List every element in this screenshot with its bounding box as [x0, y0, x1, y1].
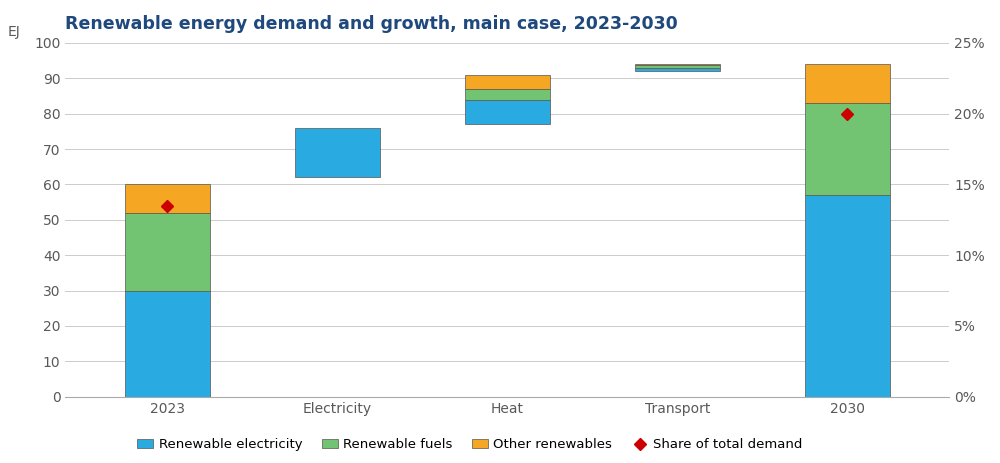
Bar	[805, 103, 890, 195]
Bar	[805, 195, 890, 397]
Text: Renewable energy demand and growth, main case, 2023-2030: Renewable energy demand and growth, main…	[65, 15, 678, 33]
Bar	[805, 64, 890, 103]
Bar	[125, 184, 210, 213]
Bar	[295, 128, 380, 177]
Bar	[465, 75, 550, 89]
Bar	[465, 100, 550, 124]
Bar	[125, 213, 210, 291]
Bar	[635, 68, 720, 71]
Bar	[465, 89, 550, 100]
Bar	[635, 65, 720, 68]
Legend: Renewable electricity, Renewable fuels, Other renewables, Share of total demand: Renewable electricity, Renewable fuels, …	[132, 433, 808, 457]
Text: EJ: EJ	[8, 25, 21, 39]
Bar	[125, 291, 210, 397]
Bar	[635, 64, 720, 65]
